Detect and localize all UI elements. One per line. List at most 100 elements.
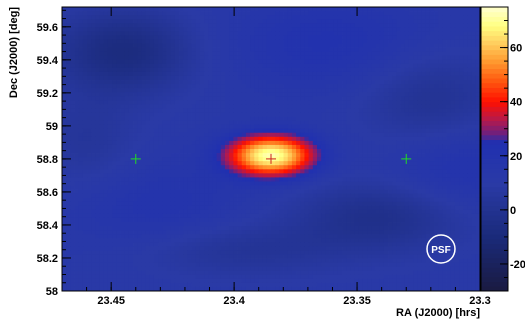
heatmap-cell	[179, 63, 184, 69]
heatmap-cell	[450, 149, 456, 154]
heatmap-cell	[153, 7, 159, 12]
heatmap-cell	[333, 63, 339, 69]
heatmap-cell	[434, 124, 439, 130]
heatmap-cell	[112, 63, 117, 69]
heatmap-cell	[446, 120, 452, 126]
heatmap-cell	[124, 19, 130, 24]
heatmap-cell	[271, 128, 276, 134]
heatmap-cell	[191, 165, 197, 170]
heatmap-cell	[112, 149, 117, 154]
heatmap-cell	[450, 177, 456, 182]
heatmap-cell	[128, 124, 134, 130]
heatmap-cell	[74, 193, 80, 199]
heatmap-cell	[450, 197, 456, 203]
heatmap-cell	[438, 31, 443, 36]
heatmap-cell	[237, 11, 243, 16]
heatmap-cell	[354, 63, 360, 69]
heatmap-cell	[74, 51, 80, 57]
heatmap-cell	[279, 124, 284, 130]
heatmap-cell	[120, 31, 126, 36]
heatmap-cell	[454, 112, 460, 117]
heatmap-cell	[162, 169, 167, 174]
heatmap-cell	[141, 169, 146, 174]
heatmap-cell	[325, 153, 330, 158]
heatmap-cell	[199, 197, 205, 203]
heatmap-cell	[62, 112, 67, 117]
heatmap-cell	[225, 84, 230, 89]
heatmap-cell	[170, 132, 176, 138]
heatmap-cell	[262, 193, 268, 199]
heatmap-cell	[450, 205, 456, 211]
heatmap-cell	[120, 35, 126, 40]
heatmap-cell	[225, 35, 230, 40]
heatmap-cell	[116, 201, 121, 207]
heatmap-cell	[337, 116, 343, 121]
heatmap-cell	[62, 140, 67, 146]
heatmap-cell	[350, 112, 355, 117]
heatmap-cell	[329, 80, 335, 85]
heatmap-cell	[166, 92, 172, 97]
heatmap-cell	[254, 149, 259, 154]
heatmap-cell	[254, 35, 259, 40]
heatmap-cell	[266, 88, 272, 93]
heatmap-cell	[70, 205, 75, 211]
heatmap-cell	[137, 165, 142, 170]
heatmap-cell	[133, 104, 138, 109]
heatmap-cell	[199, 169, 205, 174]
heatmap-cell	[112, 92, 117, 97]
heatmap-cell	[70, 149, 75, 154]
heatmap-cell	[250, 140, 255, 146]
heatmap-cell	[107, 173, 113, 178]
heatmap-cell	[333, 27, 339, 32]
heatmap-cell	[413, 15, 418, 20]
heatmap-cell	[404, 80, 410, 85]
heatmap-cell	[362, 88, 368, 93]
heatmap-cell	[333, 23, 339, 28]
heatmap-cell	[199, 100, 205, 105]
heatmap-cell	[208, 39, 213, 44]
heatmap-cell	[471, 169, 477, 174]
heatmap-cell	[312, 165, 318, 170]
heatmap-cell	[413, 120, 418, 126]
heatmap-cell	[300, 88, 305, 93]
heatmap-cell	[91, 67, 96, 73]
heatmap-cell	[124, 124, 130, 130]
heatmap-cell	[128, 205, 134, 211]
heatmap-cell	[254, 71, 259, 77]
heatmap-cell	[358, 100, 364, 105]
heatmap-cell	[220, 132, 226, 138]
heatmap-cell	[404, 120, 410, 126]
heatmap-cell	[183, 112, 188, 117]
heatmap-cell	[254, 63, 259, 69]
heatmap-cell	[237, 140, 243, 146]
heatmap-cell	[187, 15, 192, 20]
heatmap-cell	[425, 193, 431, 199]
heatmap-cell	[400, 140, 406, 146]
heatmap-cell	[262, 100, 268, 105]
heatmap-cell	[158, 149, 163, 154]
heatmap-cell	[421, 108, 427, 113]
heatmap-cell	[321, 189, 326, 195]
heatmap-cell	[346, 128, 351, 134]
heatmap-cell	[475, 177, 481, 182]
heatmap-cell	[434, 169, 439, 174]
heatmap-cell	[321, 161, 326, 166]
heatmap-cell	[438, 80, 443, 85]
heatmap-cell	[383, 120, 389, 126]
heatmap-cell	[103, 128, 109, 134]
heatmap-cell	[262, 80, 268, 85]
heatmap-cell	[137, 47, 142, 53]
heatmap-cell	[66, 100, 71, 105]
heatmap-cell	[354, 205, 360, 211]
heatmap-cell	[174, 96, 180, 101]
heatmap-cell	[229, 80, 234, 85]
heatmap-cell	[312, 80, 318, 85]
heatmap-cell	[450, 31, 456, 36]
heatmap-cell	[413, 181, 418, 186]
heatmap-cell	[212, 11, 218, 16]
heatmap-cell	[312, 71, 318, 77]
heatmap-cell	[362, 31, 368, 36]
heatmap-cell	[74, 185, 80, 190]
heatmap-cell	[316, 124, 322, 130]
